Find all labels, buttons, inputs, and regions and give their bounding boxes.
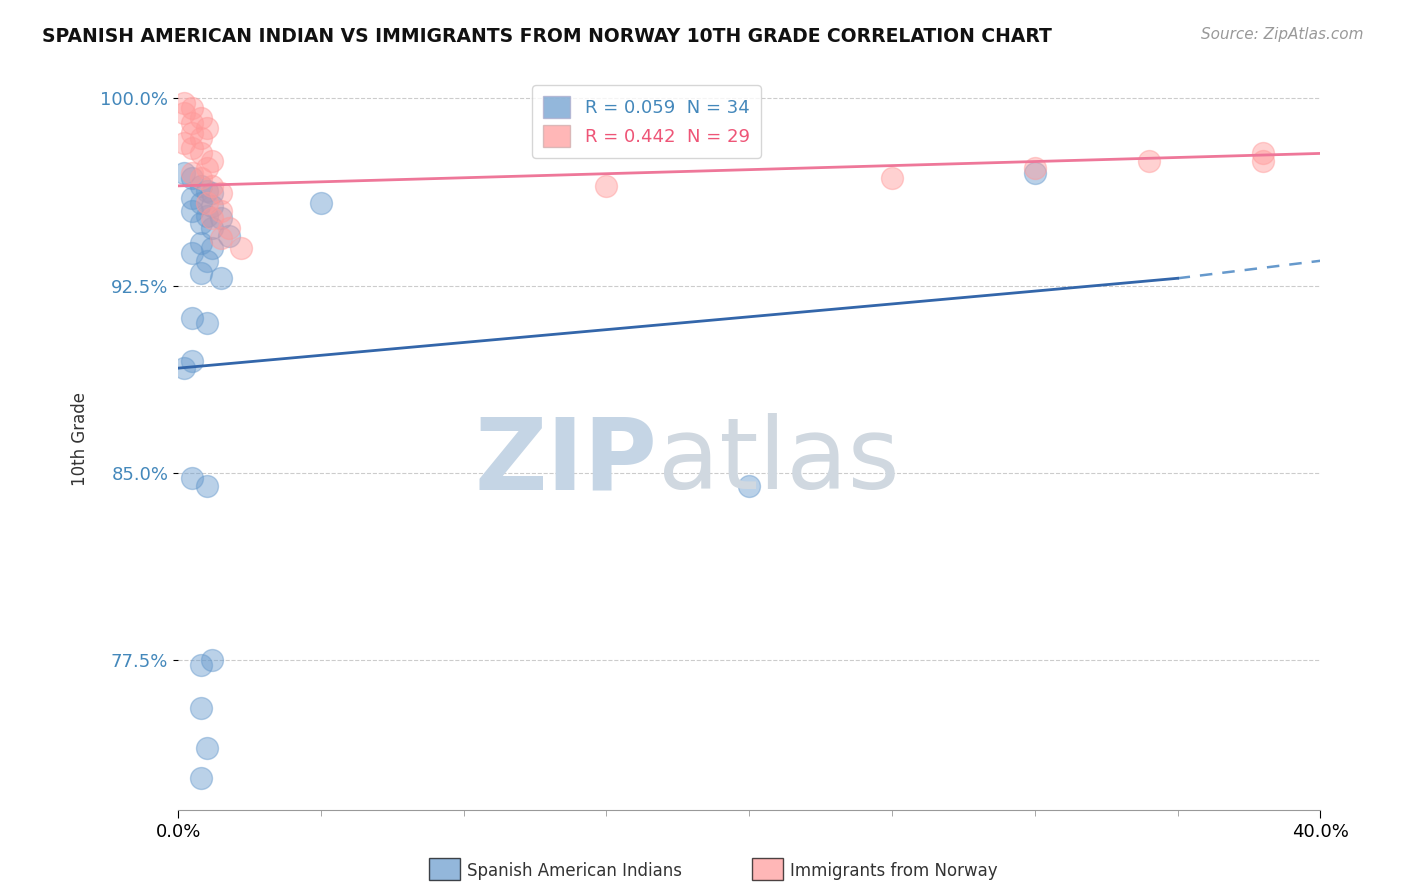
Point xyxy=(201,153,224,168)
Point xyxy=(195,478,218,492)
Point xyxy=(190,112,212,126)
Point xyxy=(190,178,212,193)
Point xyxy=(190,196,212,211)
Point xyxy=(190,236,212,251)
Point xyxy=(195,209,218,223)
Point xyxy=(1251,153,1274,168)
Point xyxy=(190,266,212,280)
Point xyxy=(195,740,218,755)
Point xyxy=(173,361,195,376)
Point xyxy=(181,246,204,260)
Point xyxy=(1137,153,1160,168)
Text: Spanish American Indians: Spanish American Indians xyxy=(467,862,682,880)
Point xyxy=(190,171,212,186)
Point xyxy=(209,186,232,201)
Point xyxy=(195,196,218,211)
Text: atlas: atlas xyxy=(658,413,900,510)
Point xyxy=(181,127,204,141)
Point xyxy=(190,771,212,785)
Point xyxy=(181,191,204,205)
Point xyxy=(195,184,218,198)
Legend: R = 0.059  N = 34, R = 0.442  N = 29: R = 0.059 N = 34, R = 0.442 N = 29 xyxy=(533,85,761,158)
Point xyxy=(190,216,212,230)
Point xyxy=(181,141,204,155)
Point xyxy=(181,166,204,180)
Point xyxy=(181,471,204,485)
Text: SPANISH AMERICAN INDIAN VS IMMIGRANTS FROM NORWAY 10TH GRADE CORRELATION CHART: SPANISH AMERICAN INDIAN VS IMMIGRANTS FR… xyxy=(42,27,1052,45)
Point xyxy=(201,186,224,201)
Point xyxy=(738,478,761,492)
Point xyxy=(173,166,195,180)
Point xyxy=(195,121,218,136)
Point xyxy=(190,146,212,161)
Point xyxy=(880,171,903,186)
Point xyxy=(218,221,240,235)
Point xyxy=(209,211,232,226)
Point xyxy=(173,136,195,151)
Point xyxy=(173,96,195,111)
Text: ZIP: ZIP xyxy=(475,413,658,510)
Point xyxy=(181,353,204,368)
Point xyxy=(209,271,232,285)
Point xyxy=(218,228,240,243)
Point xyxy=(195,316,218,330)
Point xyxy=(190,658,212,673)
Point xyxy=(1024,166,1046,180)
Point xyxy=(181,116,204,130)
Point xyxy=(595,178,617,193)
Point xyxy=(201,653,224,667)
Point xyxy=(209,231,232,245)
Point xyxy=(181,171,204,186)
Text: Immigrants from Norway: Immigrants from Norway xyxy=(790,862,998,880)
Point xyxy=(209,203,232,218)
Y-axis label: 10th Grade: 10th Grade xyxy=(72,392,89,486)
Point xyxy=(181,311,204,326)
Point xyxy=(201,241,224,255)
Point xyxy=(195,253,218,268)
Point xyxy=(201,221,224,235)
Point xyxy=(181,203,204,218)
Text: Source: ZipAtlas.com: Source: ZipAtlas.com xyxy=(1201,27,1364,42)
Point xyxy=(1024,161,1046,176)
Point xyxy=(181,102,204,116)
Point xyxy=(201,211,224,226)
Point xyxy=(309,196,332,211)
Point xyxy=(173,106,195,120)
Point xyxy=(201,178,224,193)
Point xyxy=(201,199,224,213)
Point xyxy=(190,131,212,145)
Point xyxy=(195,161,218,176)
Point xyxy=(1251,146,1274,161)
Point xyxy=(229,241,252,255)
Point xyxy=(190,700,212,714)
